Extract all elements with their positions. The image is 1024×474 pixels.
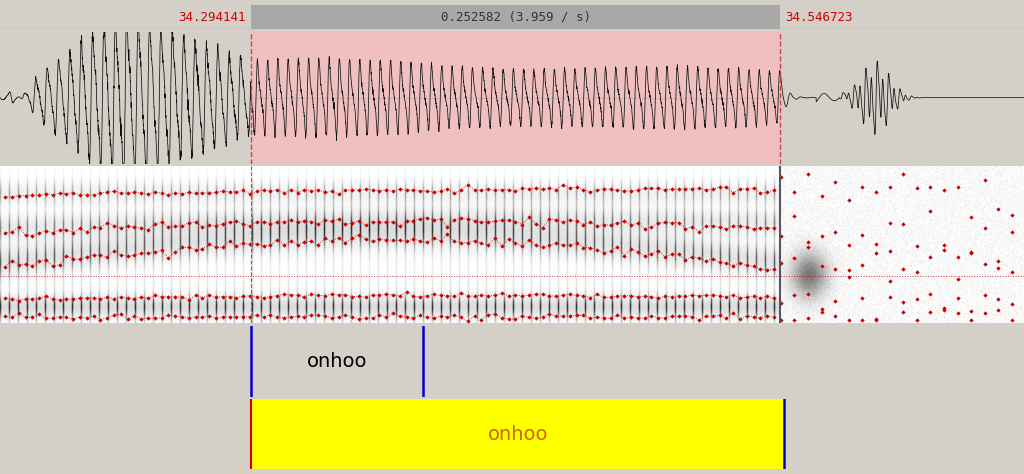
Text: 0.252582 (3.959 / s): 0.252582 (3.959 / s) <box>440 10 591 24</box>
Text: 34.294141: 34.294141 <box>178 10 246 24</box>
Bar <box>251 399 784 469</box>
Text: 34.546723: 34.546723 <box>785 10 853 24</box>
Text: onhoo: onhoo <box>487 425 548 444</box>
Bar <box>251 32 780 164</box>
Bar <box>251 5 780 29</box>
Text: onhoo: onhoo <box>306 352 368 371</box>
